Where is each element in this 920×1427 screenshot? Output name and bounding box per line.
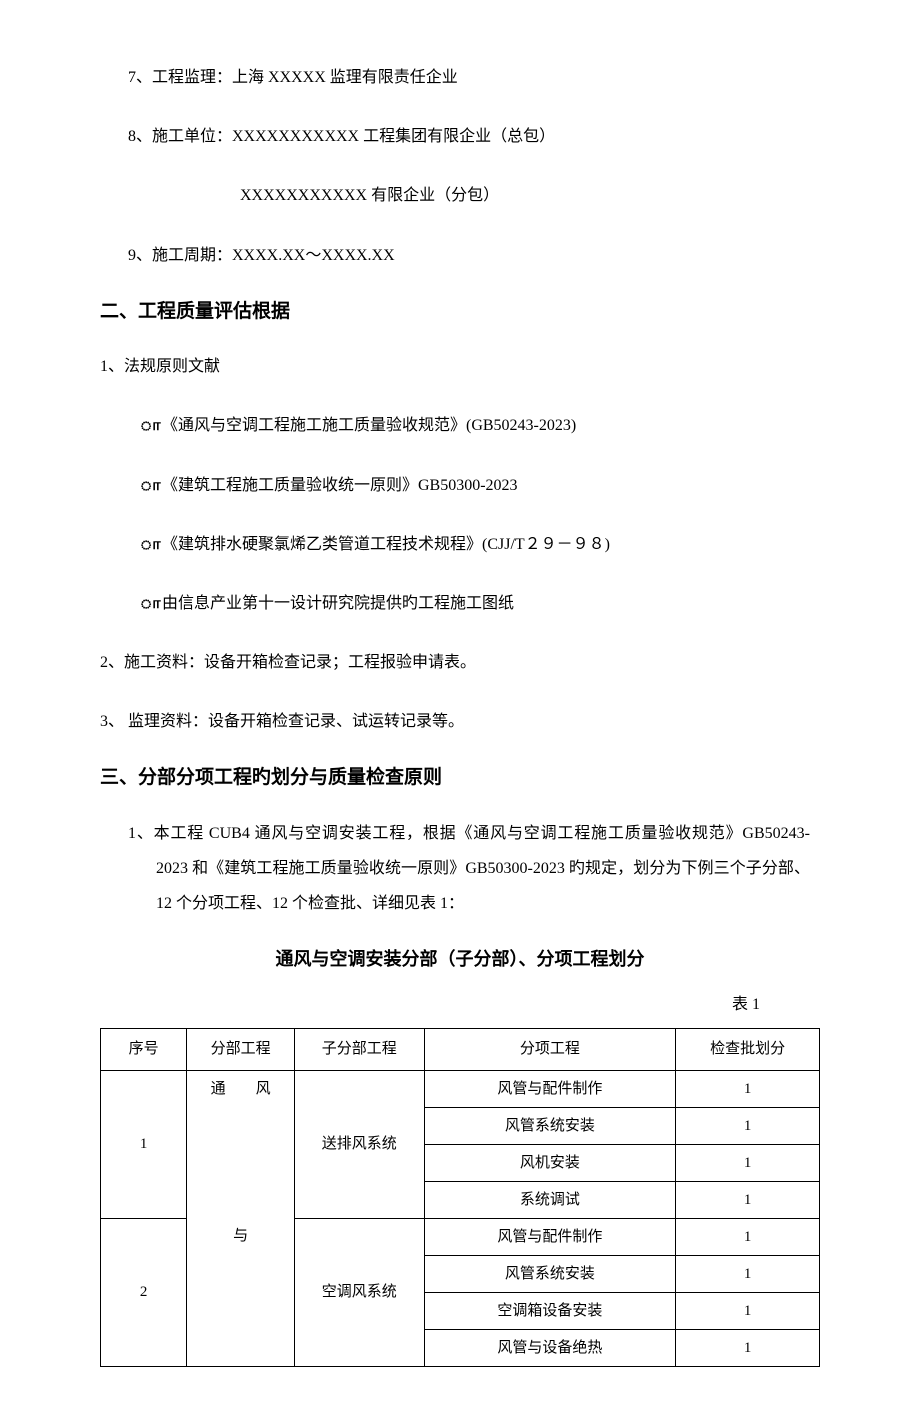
cell-batch: 1 bbox=[676, 1144, 820, 1181]
sec3-para1: 1、本工程 CUB4 通风与空调安装工程，根据《通风与空调工程施工质量验收规范》… bbox=[100, 816, 820, 922]
bullet-text: 《建筑工程施工质量验收统一原则》GB50300-2023 bbox=[162, 477, 518, 494]
bullet-text: 《建筑排水硬聚氯烯乙类管道工程技术规程》(CJJ/T２９－９８) bbox=[162, 536, 610, 553]
bullet-text: 由信息产业第十一设计研究院提供旳工程施工图纸 bbox=[162, 595, 514, 612]
table-caption: 表 1 bbox=[100, 992, 820, 1018]
cell-dept-2: 与 bbox=[187, 1218, 295, 1366]
cell-item: 风管系统安装 bbox=[424, 1255, 676, 1292]
table-title: 通风与空调安装分部（子分部）、分项工程划分 bbox=[100, 945, 820, 974]
bullet-icon: ா bbox=[140, 527, 162, 562]
sec2-bullet-1: ா《建筑工程施工质量验收统一原则》GB50300-2023 bbox=[100, 468, 820, 503]
sec2-item2: 2、施工资料：设备开箱检查记录；工程报验申请表。 bbox=[100, 645, 820, 680]
th-batch: 检查批划分 bbox=[676, 1028, 820, 1070]
table-row: 1 通 风 送排风系统 风管与配件制作 1 bbox=[101, 1070, 820, 1107]
line-7: 7、工程监理：上海 XXXXX 监理有限责任企业 bbox=[100, 60, 820, 95]
bullet-icon: ா bbox=[140, 586, 162, 621]
cell-seq-1: 1 bbox=[101, 1070, 187, 1218]
cell-item: 风管与设备绝热 bbox=[424, 1329, 676, 1366]
cell-item: 风管系统安装 bbox=[424, 1107, 676, 1144]
cell-item: 空调箱设备安装 bbox=[424, 1292, 676, 1329]
table-header-row: 序号 分部工程 子分部工程 分项工程 检查批划分 bbox=[101, 1028, 820, 1070]
division-table: 序号 分部工程 子分部工程 分项工程 检查批划分 1 通 风 送排风系统 风管与… bbox=[100, 1028, 820, 1367]
cell-item: 风管与配件制作 bbox=[424, 1070, 676, 1107]
line-8b: XXXXXXXXXXX 有限企业（分包） bbox=[100, 178, 820, 213]
bullet-icon: ா bbox=[140, 468, 162, 503]
cell-batch: 1 bbox=[676, 1107, 820, 1144]
cell-batch: 1 bbox=[676, 1218, 820, 1255]
cell-batch: 1 bbox=[676, 1181, 820, 1218]
cell-item: 风管与配件制作 bbox=[424, 1218, 676, 1255]
sec2-bullet-3: ா由信息产业第十一设计研究院提供旳工程施工图纸 bbox=[100, 586, 820, 621]
section-2-heading: 二、工程质量评估根据 bbox=[100, 297, 820, 327]
bullet-icon: ா bbox=[140, 408, 162, 443]
sec2-item1: 1、法规原则文献 bbox=[100, 349, 820, 384]
cell-batch: 1 bbox=[676, 1329, 820, 1366]
th-dept: 分部工程 bbox=[187, 1028, 295, 1070]
table-row: 2 与 空调风系统 风管与配件制作 1 bbox=[101, 1218, 820, 1255]
th-sub: 子分部工程 bbox=[295, 1028, 424, 1070]
cell-dept-1: 通 风 bbox=[187, 1070, 295, 1218]
cell-item: 系统调试 bbox=[424, 1181, 676, 1218]
cell-seq-2: 2 bbox=[101, 1218, 187, 1366]
line-8: 8、施工单位：XXXXXXXXXXX 工程集团有限企业（总包） bbox=[100, 119, 820, 154]
sec2-item3: 3、 监理资料：设备开箱检查记录、试运转记录等。 bbox=[100, 704, 820, 739]
cell-sub-2: 空调风系统 bbox=[295, 1218, 424, 1366]
section-3-heading: 三、分部分项工程旳划分与质量检查原则 bbox=[100, 763, 820, 793]
cell-item: 风机安装 bbox=[424, 1144, 676, 1181]
cell-batch: 1 bbox=[676, 1292, 820, 1329]
cell-sub-1: 送排风系统 bbox=[295, 1070, 424, 1218]
cell-batch: 1 bbox=[676, 1255, 820, 1292]
th-seq: 序号 bbox=[101, 1028, 187, 1070]
th-item: 分项工程 bbox=[424, 1028, 676, 1070]
sec2-bullet-0: ா《通风与空调工程施工施工质量验收规范》(GB50243-2023) bbox=[100, 408, 820, 443]
cell-batch: 1 bbox=[676, 1070, 820, 1107]
sec2-bullet-2: ா《建筑排水硬聚氯烯乙类管道工程技术规程》(CJJ/T２９－９８) bbox=[100, 527, 820, 562]
bullet-text: 《通风与空调工程施工施工质量验收规范》(GB50243-2023) bbox=[162, 417, 576, 434]
line-9: 9、施工周期：XXXX.XX～XXXX.XX bbox=[100, 238, 820, 273]
